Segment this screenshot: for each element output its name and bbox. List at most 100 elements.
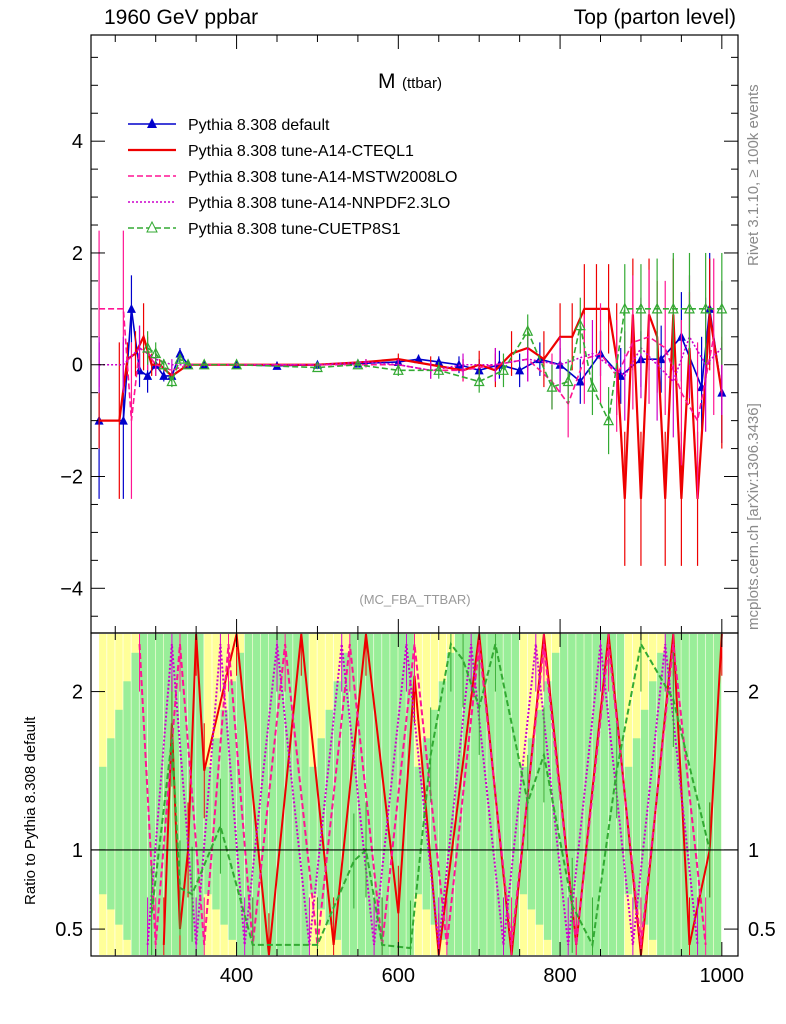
ratio-band-green	[471, 634, 479, 955]
data-point-marker	[166, 375, 178, 387]
ratio-band-green	[576, 634, 584, 955]
data-point-marker	[546, 380, 558, 392]
ratio-band-green	[551, 652, 560, 955]
plot-title-sub: (ttbar)	[402, 75, 442, 92]
ratio-band-green	[252, 634, 261, 955]
ratio-band-green	[131, 652, 139, 955]
data-point-marker	[562, 375, 574, 387]
data-point-marker	[126, 303, 136, 313]
legend-marker	[147, 118, 157, 128]
main-y-tick-label: −4	[60, 578, 83, 600]
series-line	[99, 307, 723, 499]
data-point-marker	[667, 302, 679, 314]
ratio-band-green	[511, 634, 519, 955]
data-point-marker	[434, 356, 444, 366]
data-point-marker	[651, 302, 663, 314]
ratio-band-green	[592, 634, 600, 955]
ratio-band-green	[268, 634, 277, 955]
data-point-marker	[497, 363, 509, 375]
data-point-marker	[142, 341, 154, 353]
legend-label: Pythia 8.308 tune-A14-NNPDF2.3LO	[188, 195, 450, 212]
ratio-band-green	[365, 634, 374, 955]
ratio-band-green	[236, 652, 245, 955]
ratio-y-tick-label: 0.5	[55, 919, 83, 941]
x-tick-label: 400	[220, 965, 253, 987]
data-point-marker	[522, 324, 534, 336]
data-point-marker	[454, 359, 464, 369]
ratio-band-green	[608, 634, 617, 955]
ratio-band-green	[147, 634, 156, 955]
data-point-marker	[174, 352, 186, 364]
data-point-marker	[159, 370, 169, 380]
ratio-band-green	[139, 634, 147, 955]
x-tick-label: 600	[382, 965, 415, 987]
ratio-y-tick-label-right: 1	[748, 840, 759, 862]
ratio-series-line	[162, 633, 723, 956]
data-point-marker	[231, 358, 243, 370]
ratio-band-green	[535, 709, 544, 925]
data-point-marker	[118, 415, 128, 425]
ratio-band-green	[115, 709, 123, 925]
ratio-band-green	[446, 652, 455, 955]
data-point-marker	[433, 363, 445, 375]
x-tick-label: 800	[543, 965, 576, 987]
ratio-band-green	[414, 766, 422, 895]
ratio-y-tick-label: 2	[72, 682, 83, 704]
ratio-band-green	[406, 634, 414, 955]
ratio-band-green	[155, 634, 164, 955]
data-point-marker	[311, 361, 323, 373]
ratio-band-green	[689, 634, 697, 955]
ratio-band-green	[349, 634, 358, 955]
ratio-band-green	[657, 652, 665, 955]
ratio-band-green	[543, 681, 552, 940]
data-point-marker	[574, 319, 586, 331]
data-point-marker	[603, 414, 615, 426]
ratio-band-green	[495, 634, 503, 955]
ratio-band-green	[277, 634, 285, 955]
ratio-band-green	[309, 766, 317, 895]
ratio-panel	[91, 633, 738, 956]
legend-marker	[146, 220, 158, 233]
ratio-band-green	[713, 634, 722, 955]
data-point-marker	[619, 302, 631, 314]
main-y-tick-label: 0	[72, 355, 83, 377]
legend-label: Pythia 8.308 tune-CUETP8S1	[188, 221, 401, 238]
ratio-band-green	[374, 634, 382, 955]
data-point-marker	[635, 302, 647, 314]
data-point-marker	[150, 347, 162, 359]
data-point-marker	[143, 370, 153, 380]
ratio-band-green	[123, 681, 131, 940]
main-y-tick-label: 4	[72, 131, 83, 153]
analysis-watermark: (MC_FBA_TTBAR)	[359, 592, 470, 607]
data-point-marker	[716, 302, 728, 314]
ratio-band-green	[293, 634, 301, 955]
main-panel	[94, 230, 728, 566]
ratio-band-green	[438, 681, 447, 940]
data-point-marker	[575, 376, 585, 386]
ratio-band-green	[196, 634, 204, 955]
ratio-band-green	[665, 634, 673, 955]
ratio-band-green	[584, 634, 592, 955]
ratio-band-green	[479, 634, 487, 955]
data-point-marker	[414, 354, 424, 364]
series-line	[99, 308, 715, 423]
legend-label: Pythia 8.308 tune-A14-CTEQL1	[188, 143, 414, 160]
ratio-band-green	[632, 738, 641, 910]
ratio-band-green	[204, 766, 212, 895]
process-label: 1960 GeV ppbar	[104, 6, 259, 29]
ratio-series-line	[138, 643, 707, 946]
ratio-band-green	[390, 634, 398, 955]
ratio-band-green	[301, 634, 309, 955]
ratio-band-green	[212, 738, 220, 910]
ratio-band-green	[705, 634, 714, 955]
ratio-series-line	[150, 641, 711, 950]
ratio-band-green	[228, 681, 236, 940]
ratio-band-green	[341, 652, 350, 955]
ratio-band-green	[463, 634, 471, 955]
ratio-band-green	[325, 709, 333, 925]
plot-title: M	[378, 70, 396, 93]
ratio-band-green	[681, 634, 689, 955]
data-point-marker	[392, 363, 404, 375]
ratio-band-green	[244, 634, 253, 955]
series-line	[99, 334, 723, 383]
